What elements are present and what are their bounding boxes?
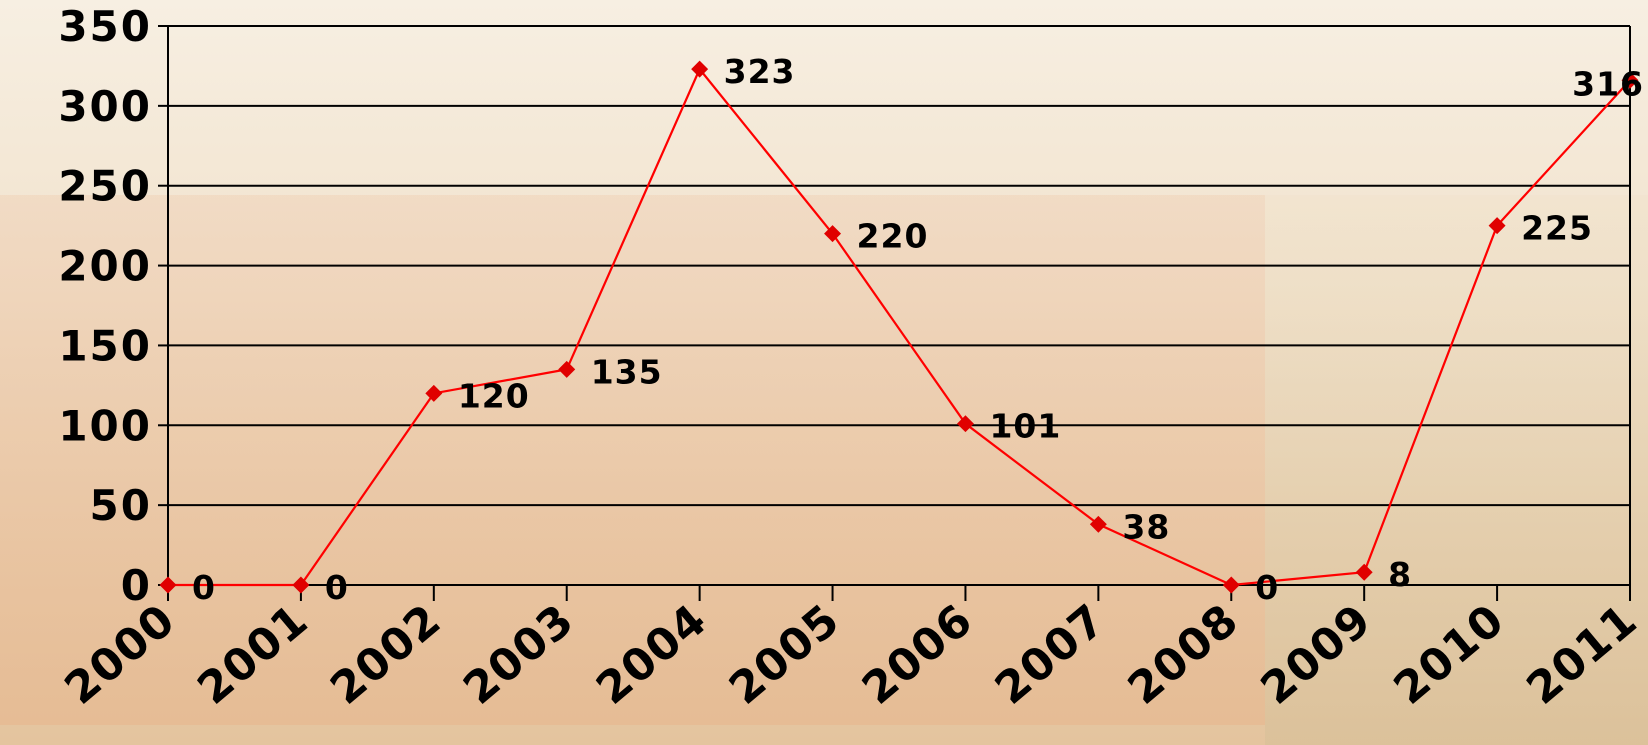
data-point [425, 384, 443, 402]
data-label: 101 [989, 407, 1061, 446]
data-point [1222, 576, 1240, 594]
x-tick-label: 2003 [454, 594, 584, 714]
x-tick-label: 2002 [321, 594, 451, 714]
x-tick-label: 2007 [986, 594, 1116, 714]
gridlines [168, 25, 1630, 586]
x-tick-label: 2010 [1384, 594, 1514, 714]
data-label: 225 [1521, 209, 1593, 248]
x-tick-label: 2005 [720, 594, 850, 714]
data-point [691, 60, 709, 78]
data-label: 0 [325, 568, 349, 607]
y-tick-label: 50 [90, 481, 152, 530]
series-line [168, 67, 1631, 587]
data-point [292, 576, 310, 594]
y-tick-label: 200 [58, 242, 152, 291]
x-tick-label: 2006 [853, 594, 983, 714]
y-tick-label: 0 [121, 561, 152, 610]
data-point [1355, 563, 1373, 581]
data-label: 220 [857, 217, 929, 256]
x-tick-label: 2001 [188, 594, 318, 714]
x-tick-label: 2009 [1252, 594, 1382, 714]
data-point [956, 415, 974, 433]
y-tick-label: 250 [58, 162, 152, 211]
data-labels: 0 0 120 135 323 220 101 38 0 8 225 316 [192, 52, 1644, 607]
data-label: 8 [1388, 555, 1412, 594]
x-axis-ticks: 2000 2001 2002 2003 2004 2005 2006 2007 2008 2009… [55, 594, 1647, 714]
data-point [824, 225, 842, 243]
series-markers [159, 60, 1639, 594]
data-point [558, 360, 576, 378]
data-label: 316 [1572, 64, 1644, 103]
data-point [1089, 515, 1107, 533]
x-tick-label: 2000 [55, 594, 185, 714]
y-tick-label: 150 [58, 321, 152, 370]
data-label: 135 [591, 352, 663, 391]
x-tick-label: 2004 [587, 594, 717, 714]
background-panel-right [1265, 195, 1648, 745]
data-label: 0 [192, 568, 216, 607]
x-tick-label: 2008 [1119, 594, 1249, 714]
data-label: 323 [724, 52, 796, 91]
y-tick-label: 100 [58, 401, 152, 450]
data-point [159, 576, 177, 594]
x-tick-label: 2011 [1517, 594, 1647, 714]
y-axis-ticks: 0 50 100 150 200 250 300 350 [58, 2, 152, 610]
y-tick-label: 350 [58, 2, 152, 51]
data-label: 120 [458, 376, 530, 415]
series-polyline [168, 67, 1631, 587]
y-tick-label: 300 [58, 82, 152, 131]
data-label: 0 [1255, 568, 1279, 607]
data-label: 38 [1122, 507, 1170, 546]
background-panel [0, 195, 1265, 725]
axes [158, 25, 1631, 601]
